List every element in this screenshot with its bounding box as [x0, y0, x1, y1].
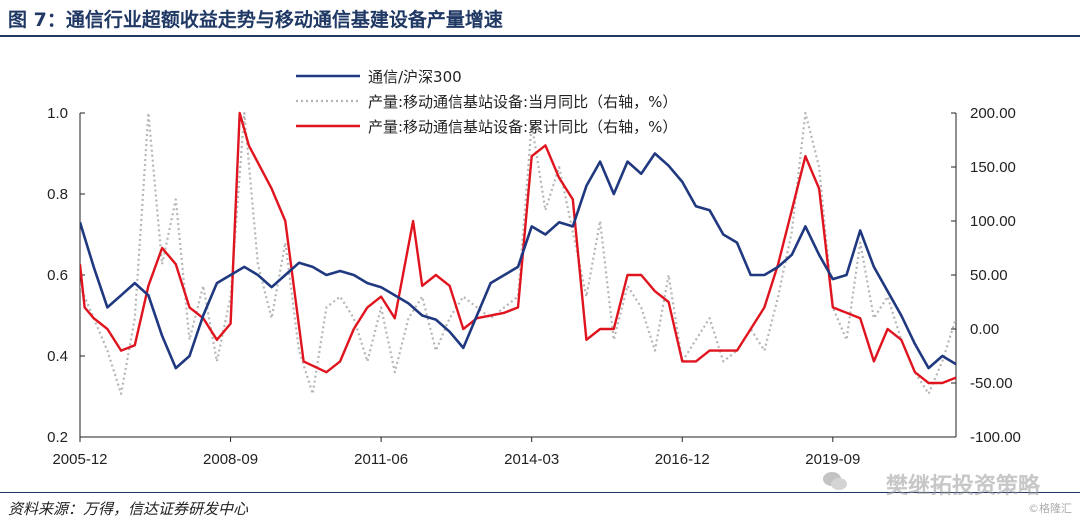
title-bar: 图 7：通信行业超额收益走势与移动通信基建设备产量增速 — [0, 0, 1080, 34]
legend-ratio: 通信/沪深300 — [296, 68, 462, 86]
y-left-tick-label: 0.2 — [47, 429, 68, 446]
series-cumulative-yoy-line — [80, 111, 956, 385]
x-tick-label: 2008-09 — [203, 451, 258, 468]
legend: 通信/沪深300 产量:移动通信基站设备:当月同比（右轴，%） 产量:移动通信基站设… — [296, 68, 677, 136]
series-monthly-yoy-line — [80, 111, 956, 395]
watermark-logo: ©格隆汇 — [1028, 502, 1072, 515]
watermark: 樊继拓投资策略 — [885, 474, 1040, 499]
legend-cumulative-yoy: 产量:移动通信基站设备:累计同比（右轴，%） — [296, 118, 677, 136]
axes: 1.0 0.8 0.6 0.4 0.2 200.00 150.00 100.00 50.00 0.… — [47, 105, 1021, 468]
x-tick-label: 2014-03 — [504, 451, 559, 468]
y-left-tick-label: 0.8 — [47, 186, 68, 203]
y-right-tick-label: -100.00 — [970, 429, 1021, 446]
wechat-icon — [823, 472, 847, 490]
chart: 1.0 0.8 0.6 0.4 0.2 200.00 150.00 100.00 50.00 0.… — [47, 68, 1021, 468]
legend-monthly-yoy-label: 产量:移动通信基站设备:当月同比（右轴，%） — [368, 93, 677, 111]
figure-title: 图 7：通信行业超额收益走势与移动通信基建设备产量增速 — [8, 9, 503, 31]
y-left-tick-label: 1.0 — [47, 105, 68, 122]
y-right-tick-label: 200.00 — [970, 105, 1016, 122]
footer-rule — [0, 492, 1080, 493]
y-right-tick-label: 100.00 — [970, 213, 1016, 230]
x-tick-label: 2005-12 — [52, 451, 107, 468]
legend-monthly-yoy: 产量:移动通信基站设备:当月同比（右轴，%） — [296, 93, 677, 111]
x-tick-label: 2019-09 — [805, 451, 860, 468]
source-note: 资料来源：万得，信达证券研发中心 — [8, 500, 249, 518]
y-left-tick-label: 0.4 — [47, 348, 68, 365]
x-tick-label: 2011-06 — [354, 451, 408, 468]
y-left-tick-label: 0.6 — [47, 267, 68, 284]
y-right-tick-label: 150.00 — [970, 159, 1016, 176]
legend-ratio-label: 通信/沪深300 — [368, 68, 462, 86]
y-right-tick-label: 50.00 — [970, 267, 1008, 284]
series-ratio-line — [80, 152, 956, 370]
legend-cumulative-yoy-label: 产量:移动通信基站设备:累计同比（右轴，%） — [368, 118, 677, 136]
title-rule — [0, 35, 1080, 37]
y-right-tick-label: -50.00 — [970, 375, 1013, 392]
y-right-tick-label: 0.00 — [970, 321, 999, 338]
plot-area — [80, 111, 956, 395]
x-tick-label: 2016-12 — [655, 451, 710, 468]
